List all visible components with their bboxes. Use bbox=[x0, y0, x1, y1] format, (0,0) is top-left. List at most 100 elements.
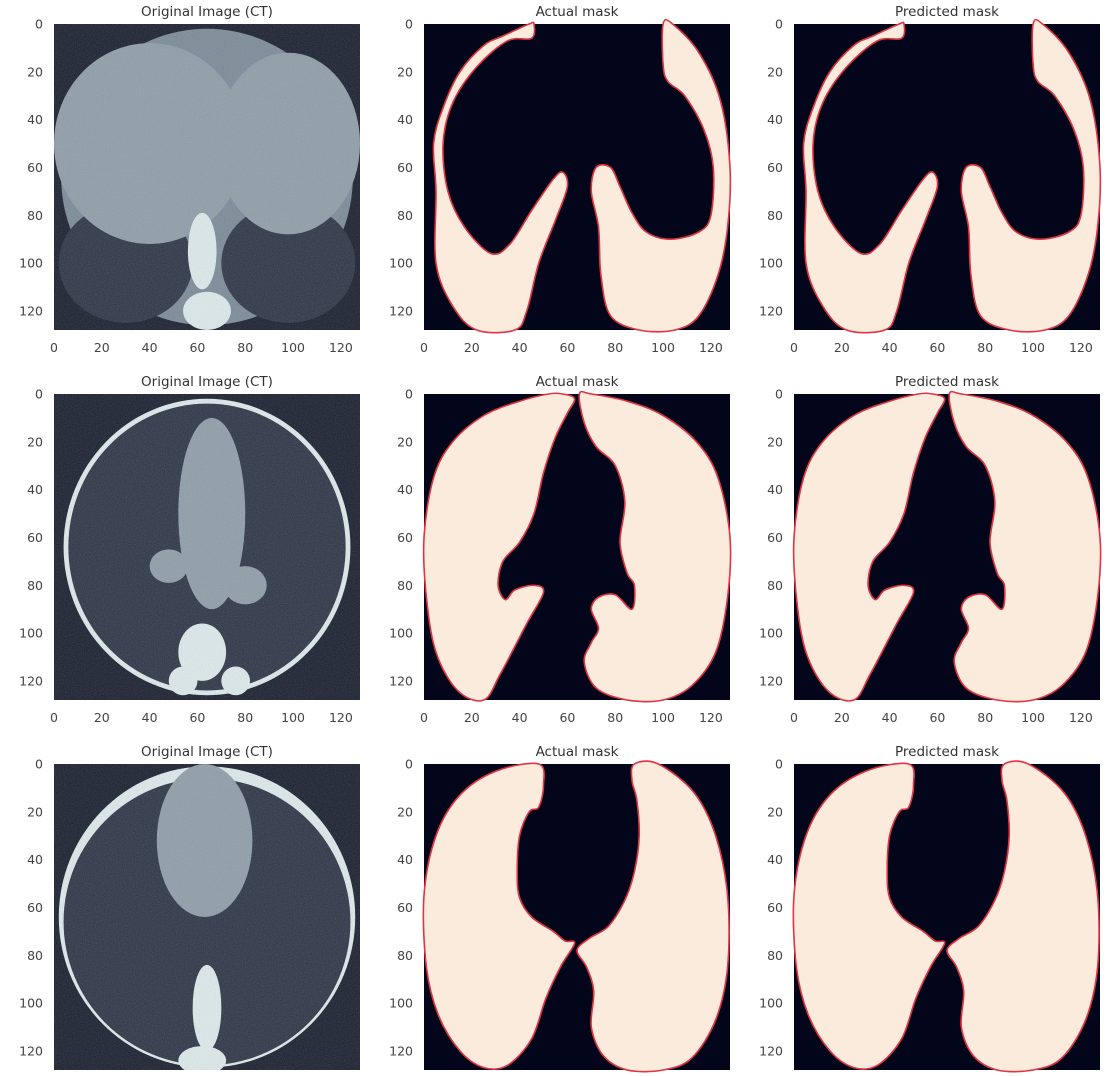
x-tick-label: 60 bbox=[929, 340, 945, 355]
y-tick-label: 40 bbox=[397, 482, 413, 497]
x-tick-label: 120 bbox=[329, 340, 353, 355]
y-tick-label: 20 bbox=[27, 64, 43, 79]
y-tick-label: 0 bbox=[775, 757, 783, 772]
x-tick-label: 100 bbox=[281, 710, 305, 725]
x-tick-label: 100 bbox=[651, 340, 675, 355]
right-lung-mask bbox=[792, 762, 946, 1070]
panel-title: Predicted mask bbox=[895, 374, 999, 390]
x-tick-label: 120 bbox=[329, 710, 353, 725]
panel-title: Original Image (CT) bbox=[141, 744, 273, 760]
ct-image bbox=[54, 394, 360, 700]
y-tick-label: 80 bbox=[397, 948, 413, 963]
ct-texture bbox=[54, 764, 360, 1070]
right-lung-mask bbox=[792, 392, 946, 702]
right-lung-mask bbox=[802, 21, 939, 334]
y-tick-label: 60 bbox=[767, 160, 783, 175]
y-tick-label: 100 bbox=[759, 626, 783, 641]
y-tick-label: 120 bbox=[759, 1043, 783, 1058]
right-lung-mask bbox=[422, 392, 576, 702]
y-tick-label: 80 bbox=[767, 948, 783, 963]
x-tick-label: 0 bbox=[50, 710, 58, 725]
y-tick-label: 120 bbox=[759, 673, 783, 688]
x-tick-label: 60 bbox=[929, 710, 945, 725]
y-tick-label: 20 bbox=[767, 804, 783, 819]
panel-r0-c2: Predicted mask 0 20 40 60 80 100 120 0 20 40 60 80 10… bbox=[759, 4, 1102, 355]
x-tick-label: 40 bbox=[882, 340, 898, 355]
x-tick-label: 60 bbox=[559, 710, 575, 725]
panel-title: Actual mask bbox=[536, 744, 619, 760]
y-tick-label: 80 bbox=[27, 208, 43, 223]
panel-title: Actual mask bbox=[536, 374, 619, 390]
panel-r2-c2: Predicted mask 0 20 40 60 80 100 120 bbox=[759, 744, 1100, 1073]
y-tick-label: 40 bbox=[397, 852, 413, 867]
panel-title: Original Image (CT) bbox=[141, 374, 273, 390]
y-tick-label: 60 bbox=[27, 530, 43, 545]
left-lung-mask bbox=[576, 760, 730, 1073]
left-lung-mask bbox=[948, 390, 1102, 703]
y-tick-label: 80 bbox=[27, 948, 43, 963]
y-tick-label: 40 bbox=[767, 112, 783, 127]
y-tick-label: 60 bbox=[767, 900, 783, 915]
y-tick-label: 120 bbox=[759, 303, 783, 318]
y-tick-label: 20 bbox=[397, 434, 413, 449]
y-tick-label: 100 bbox=[759, 256, 783, 271]
left-lung-mask bbox=[578, 390, 732, 703]
y-tick-label: 20 bbox=[397, 64, 413, 79]
y-tick-label: 40 bbox=[767, 482, 783, 497]
y-tick-label: 40 bbox=[27, 112, 43, 127]
y-tick-label: 120 bbox=[19, 673, 43, 688]
y-tick-label: 40 bbox=[27, 852, 43, 867]
panel-r2-c1: Actual mask 0 20 40 60 80 100 120 bbox=[389, 744, 730, 1073]
x-tick-label: 40 bbox=[512, 340, 528, 355]
ct-image bbox=[54, 24, 360, 330]
x-tick-label: 40 bbox=[882, 710, 898, 725]
right-lung-mask bbox=[432, 21, 569, 334]
panel-r0-c0: Original Image (CT) 0 20 40 60 80 100 120 0 20 40 6… bbox=[19, 4, 360, 355]
x-tick-label: 0 bbox=[420, 340, 428, 355]
x-tick-label: 80 bbox=[607, 340, 623, 355]
y-tick-label: 80 bbox=[27, 578, 43, 593]
panel-title: Original Image (CT) bbox=[141, 4, 273, 20]
ct-texture bbox=[54, 24, 360, 330]
y-tick-label: 120 bbox=[19, 1043, 43, 1058]
x-tick-label: 100 bbox=[1021, 340, 1045, 355]
x-tick-label: 20 bbox=[834, 340, 850, 355]
y-tick-label: 20 bbox=[767, 434, 783, 449]
y-tick-label: 60 bbox=[397, 530, 413, 545]
y-tick-label: 120 bbox=[389, 673, 413, 688]
right-lung-mask bbox=[422, 762, 576, 1070]
y-tick-label: 0 bbox=[775, 17, 783, 32]
x-tick-label: 0 bbox=[50, 340, 58, 355]
y-tick-label: 20 bbox=[397, 804, 413, 819]
left-lung-mask bbox=[960, 18, 1102, 333]
y-tick-label: 60 bbox=[27, 160, 43, 175]
y-tick-label: 40 bbox=[27, 482, 43, 497]
y-tick-label: 40 bbox=[397, 112, 413, 127]
x-tick-label: 20 bbox=[464, 710, 480, 725]
x-tick-label: 120 bbox=[699, 710, 723, 725]
y-tick-label: 40 bbox=[767, 852, 783, 867]
panel-r1-c1: Actual mask 0 20 40 60 80 100 120 0 20 40 60 80 100 12… bbox=[389, 374, 732, 725]
y-tick-label: 100 bbox=[19, 256, 43, 271]
x-tick-label: 20 bbox=[94, 710, 110, 725]
x-tick-label: 80 bbox=[237, 340, 253, 355]
x-tick-label: 60 bbox=[189, 340, 205, 355]
ct-image bbox=[54, 764, 360, 1070]
x-tick-label: 0 bbox=[790, 710, 798, 725]
y-tick-label: 60 bbox=[767, 530, 783, 545]
y-tick-label: 0 bbox=[775, 387, 783, 402]
x-tick-label: 20 bbox=[94, 340, 110, 355]
x-tick-label: 120 bbox=[699, 340, 723, 355]
y-tick-label: 120 bbox=[19, 303, 43, 318]
x-tick-label: 20 bbox=[834, 710, 850, 725]
y-tick-label: 100 bbox=[759, 996, 783, 1011]
y-tick-label: 0 bbox=[405, 757, 413, 772]
y-tick-label: 80 bbox=[397, 208, 413, 223]
y-tick-label: 0 bbox=[405, 387, 413, 402]
panel-title: Predicted mask bbox=[895, 4, 999, 20]
panel-title: Actual mask bbox=[536, 4, 619, 20]
x-tick-label: 20 bbox=[464, 340, 480, 355]
x-tick-label: 40 bbox=[142, 710, 158, 725]
y-tick-label: 100 bbox=[389, 626, 413, 641]
